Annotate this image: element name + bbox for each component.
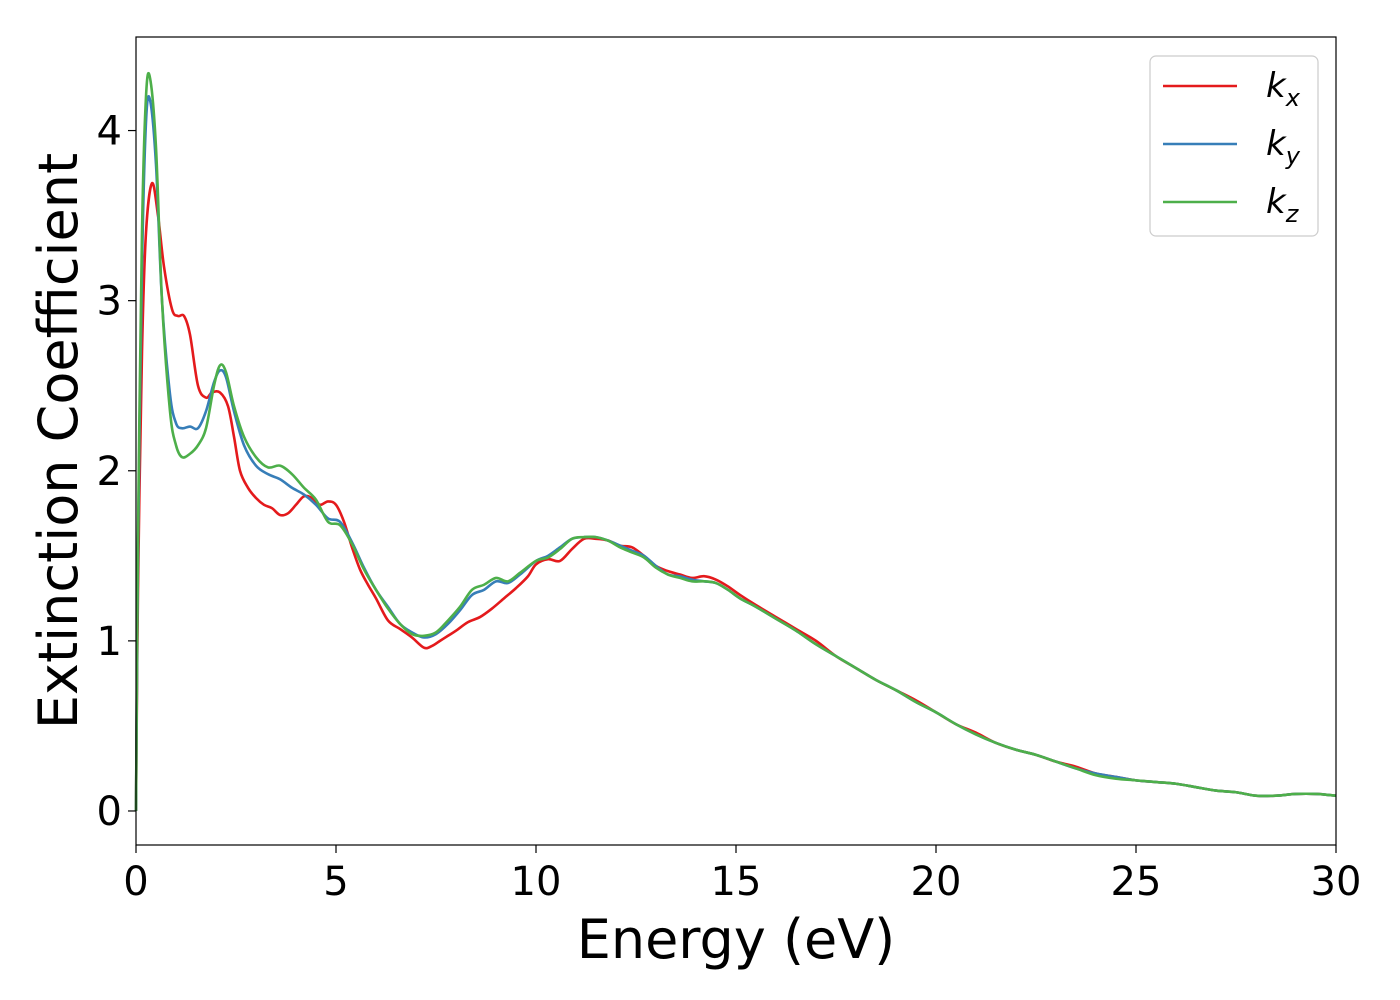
legend: kx ky kz bbox=[1149, 55, 1319, 237]
y-tick-label: 3 bbox=[97, 279, 122, 325]
y-tick-label: 2 bbox=[97, 449, 122, 495]
y-axis: 0 1 2 3 4 bbox=[97, 109, 136, 835]
y-tick-label: 0 bbox=[97, 789, 122, 835]
y-tick-label: 4 bbox=[97, 109, 122, 155]
y-axis-label: Extinction Coefficient bbox=[27, 153, 90, 729]
x-tick-label: 30 bbox=[1311, 859, 1362, 905]
x-axis-label: Energy (eV) bbox=[577, 908, 896, 971]
x-tick-label: 25 bbox=[1111, 859, 1162, 905]
x-tick-label: 10 bbox=[511, 859, 562, 905]
legend-label-z: kz bbox=[1266, 182, 1300, 228]
x-tick-label: 5 bbox=[323, 859, 348, 905]
y-tick-label: 1 bbox=[97, 619, 122, 665]
legend-label-y: ky bbox=[1266, 124, 1301, 170]
legend-label-x: kx bbox=[1266, 66, 1301, 112]
series-layer bbox=[134, 71, 1337, 811]
x-tick-label: 15 bbox=[711, 859, 762, 905]
x-axis: 0 5 10 15 20 25 30 bbox=[123, 845, 1361, 905]
series-line-z bbox=[134, 71, 1337, 811]
legend-box bbox=[1149, 55, 1319, 237]
x-tick-label: 0 bbox=[123, 859, 148, 905]
x-tick-label: 20 bbox=[911, 859, 962, 905]
